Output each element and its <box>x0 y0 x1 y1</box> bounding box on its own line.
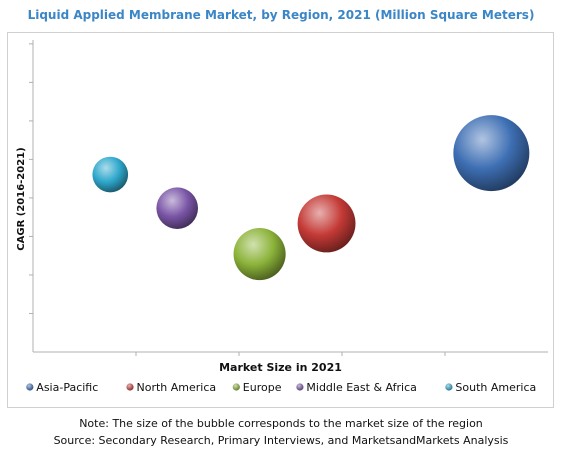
legend-marker <box>445 383 453 391</box>
legend-marker <box>126 383 134 391</box>
bubble-asia-pacific <box>453 115 530 192</box>
footnote-note: Note: The size of the bubble corresponds… <box>79 417 483 430</box>
legend-marker <box>296 383 304 391</box>
x-axis-label: Market Size in 2021 <box>219 361 342 374</box>
chart-title: Liquid Applied Membrane Market, by Regio… <box>27 8 535 22</box>
footnote-source: Source: Secondary Research, Primary Inte… <box>53 434 509 447</box>
legend-label: Europe <box>243 381 282 394</box>
bubble-europe <box>233 228 286 281</box>
y-axis-label: CAGR (2016-2021) <box>16 147 27 250</box>
bubble-north-america <box>297 194 356 253</box>
bubble-middle-east-africa <box>156 187 199 229</box>
legend-label: Middle East & Africa <box>306 381 417 394</box>
legend-label: North America <box>137 381 217 394</box>
legend-label: Asia-Pacific <box>36 381 98 394</box>
bubble-south-america <box>92 156 129 193</box>
chart-frame <box>7 32 554 408</box>
legend-label: South America <box>455 381 536 394</box>
legend-marker <box>232 383 240 391</box>
legend-marker <box>26 383 34 391</box>
